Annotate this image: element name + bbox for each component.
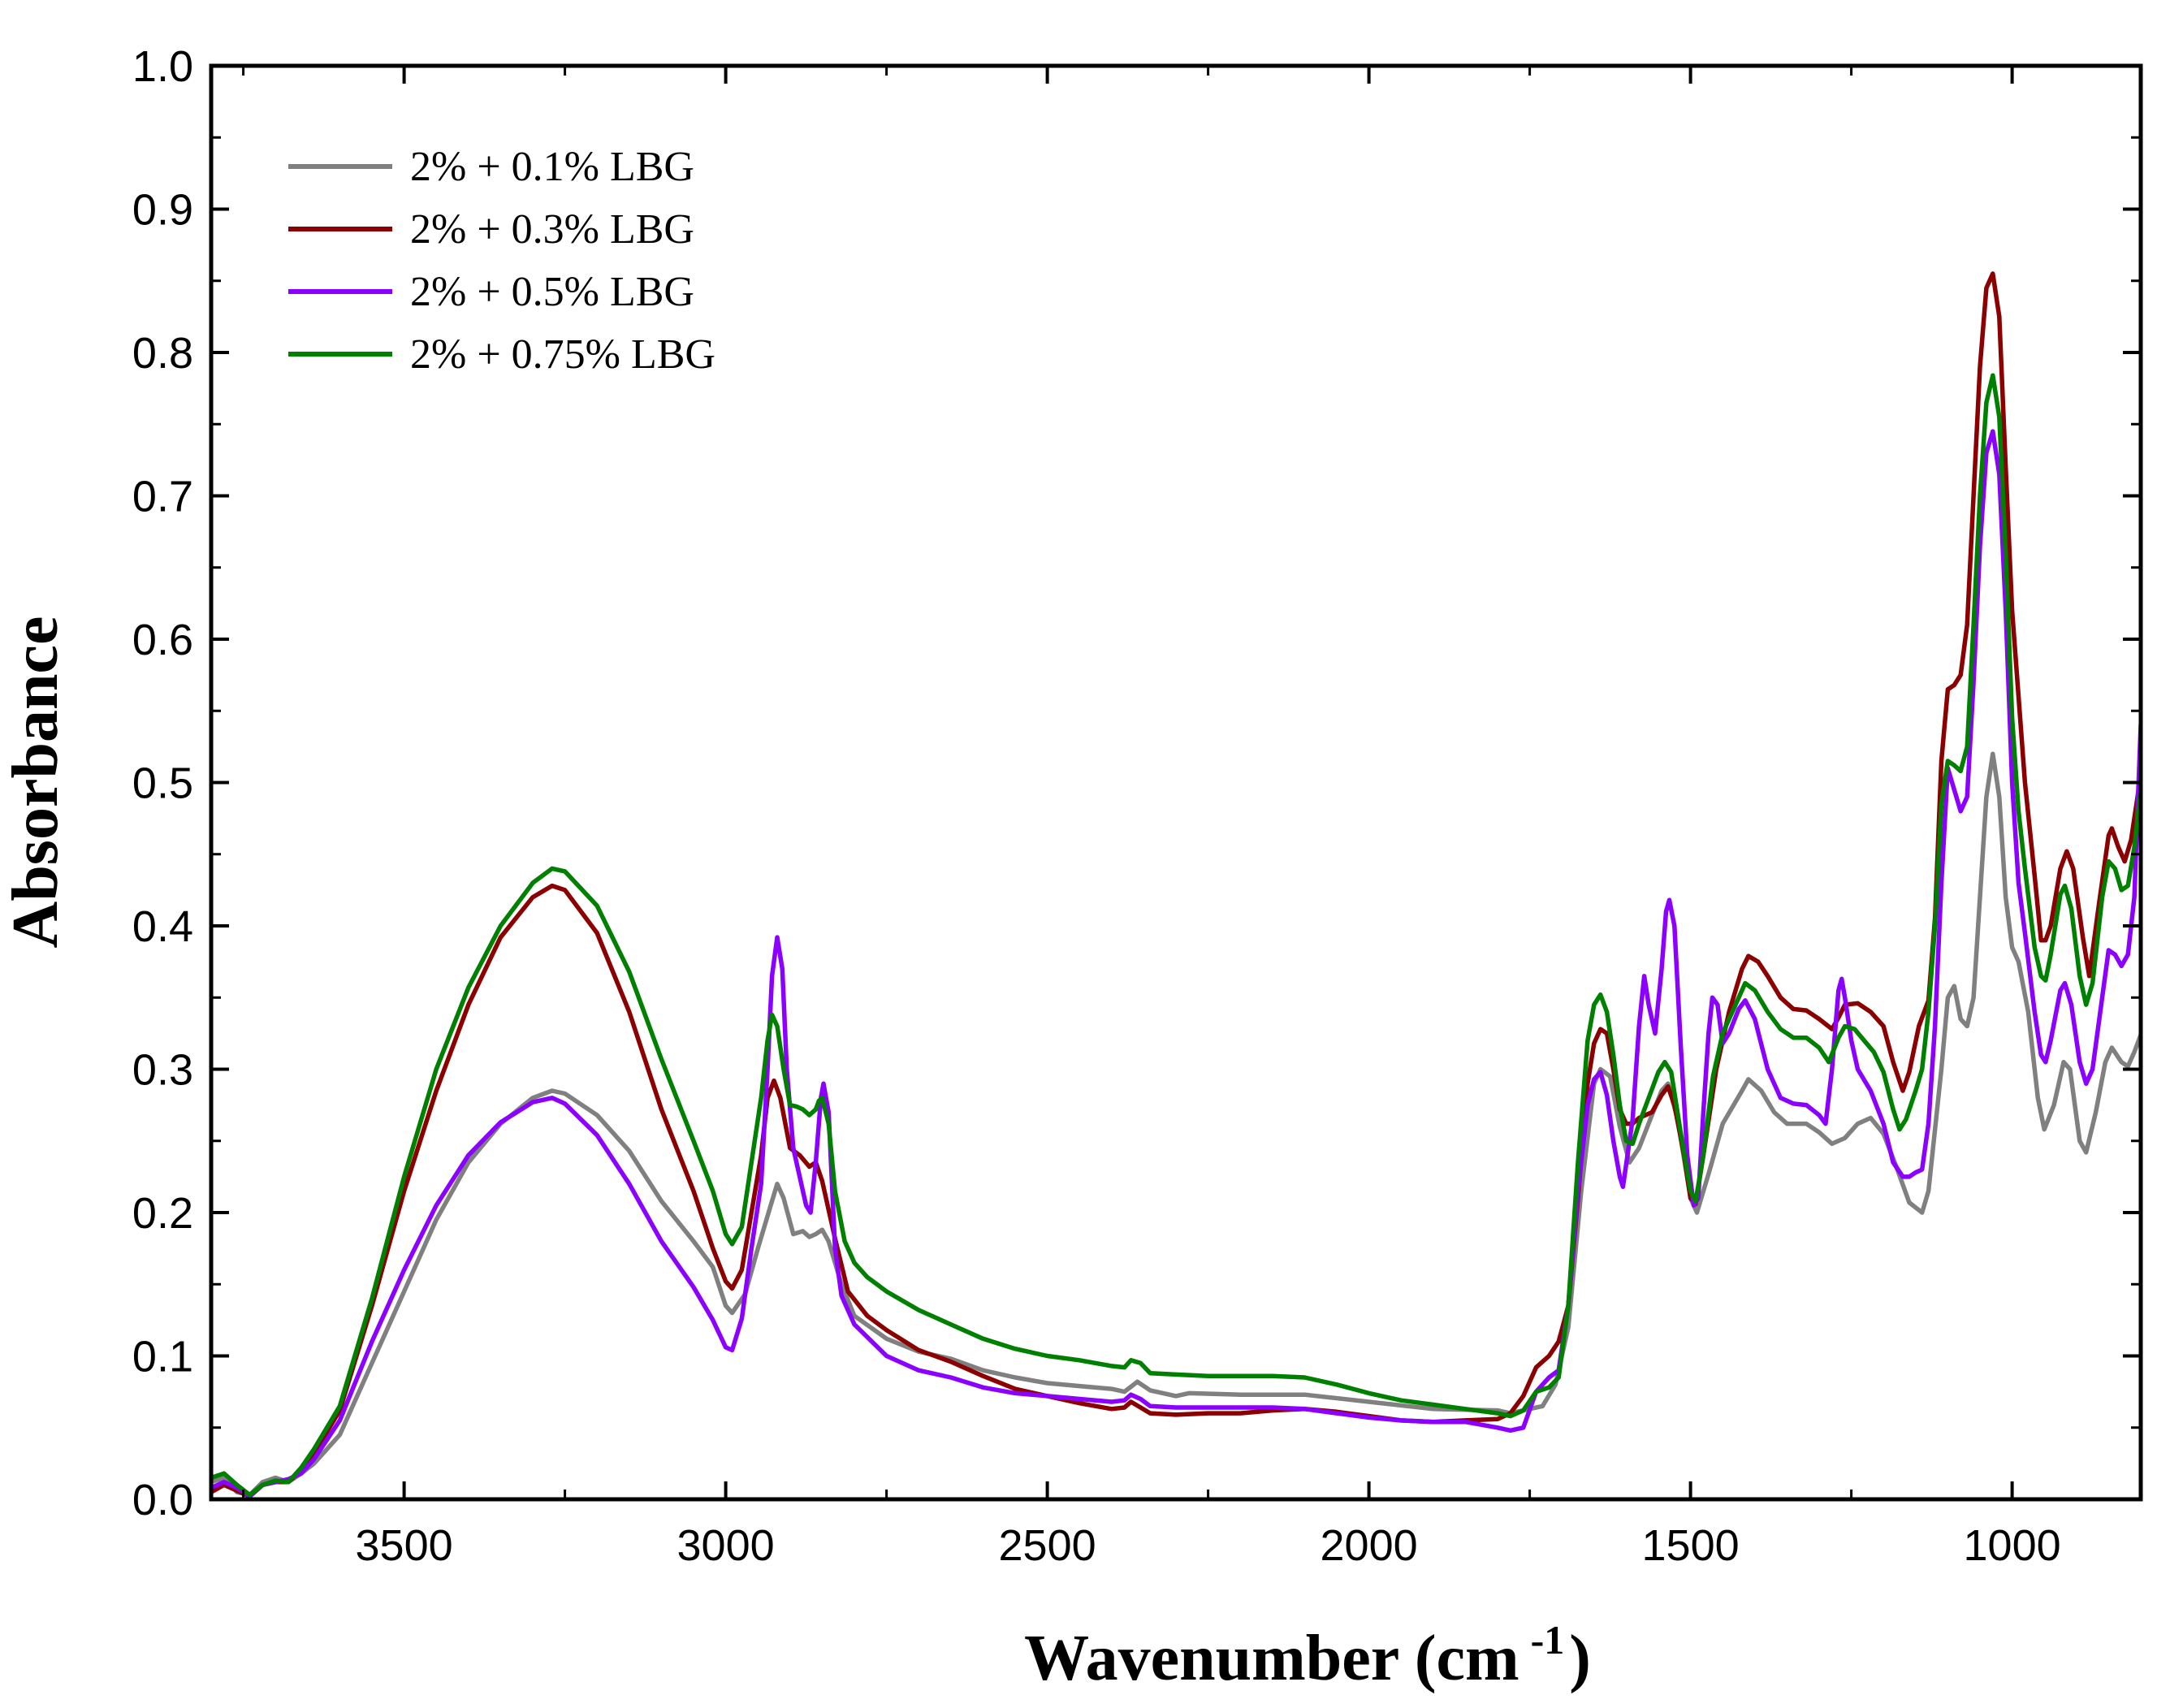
legend-label: 2% + 0.3% LBG <box>410 206 694 253</box>
y-tick-label: 0.2 <box>132 1189 193 1238</box>
y-tick-label: 0.3 <box>132 1046 193 1095</box>
x-axis: 3500 3000 2500 2000 1500 1000 <box>242 66 2061 1570</box>
x-tick-label: 2500 <box>999 1521 1096 1570</box>
x-axis-title-close: ) <box>1569 1623 1591 1694</box>
x-axis-title-main: Wavenumber (cm <box>1024 1623 1519 1694</box>
series-line-3 <box>211 429 2141 1499</box>
y-tick-label: 1.0 <box>132 42 193 91</box>
y-tick-label: 0.6 <box>132 616 193 664</box>
x-tick-label: 3000 <box>677 1521 775 1570</box>
legend: 2% + 0.1% LBG 2% + 0.3% LBG 2% + 0.5% LBG 2… <box>288 144 715 378</box>
y-tick-label: 0.7 <box>132 473 193 521</box>
x-axis-title-superscript: -1 <box>1531 1617 1565 1663</box>
y-axis: 0.0 0.1 0.2 0.3 0.4 0.5 0.6 0.7 0.8 0.9 1.0 <box>132 42 2141 1524</box>
legend-label: 2% + 0.5% LBG <box>410 269 694 315</box>
legend-label: 2% + 0.1% LBG <box>410 144 694 190</box>
series-line-4 <box>211 373 2141 1498</box>
x-tick-label: 1000 <box>1964 1521 2061 1570</box>
series-group <box>211 271 2141 1499</box>
x-tick-label: 1500 <box>1642 1521 1740 1570</box>
y-tick-label: 0.9 <box>132 186 193 235</box>
y-tick-label: 0.5 <box>132 759 193 808</box>
x-axis-title: Wavenumber (cm -1) <box>1024 1617 1591 1694</box>
y-tick-label: 0.8 <box>132 329 193 378</box>
legend-label: 2% + 0.75% LBG <box>410 331 715 378</box>
y-tick-label: 0.1 <box>132 1333 193 1382</box>
y-tick-label: 0.0 <box>132 1476 193 1524</box>
x-tick-label: 3500 <box>356 1521 453 1570</box>
y-tick-label: 0.4 <box>132 902 193 951</box>
x-tick-label: 2000 <box>1321 1521 1418 1570</box>
y-axis-title: Absorbance <box>0 616 71 949</box>
